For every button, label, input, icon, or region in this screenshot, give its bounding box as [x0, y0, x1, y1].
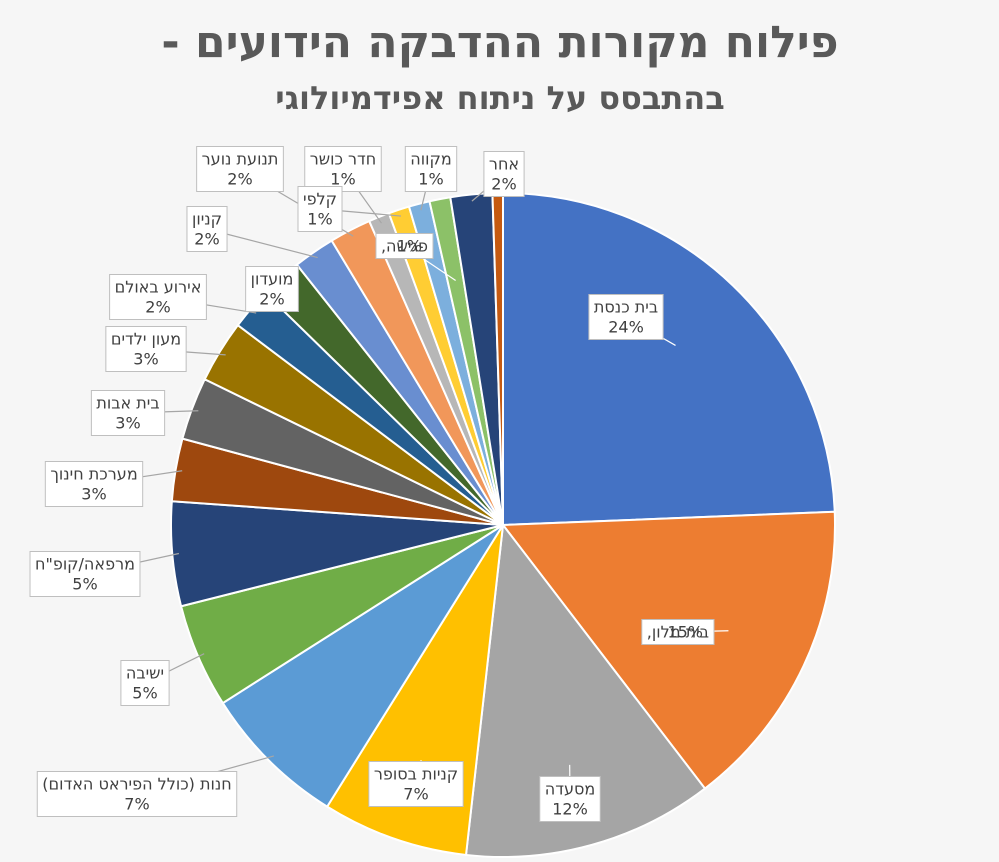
label-box [304, 146, 382, 192]
pie-slice [501, 510, 836, 790]
label-category: בית מלון, [647, 623, 709, 642]
label-value: 15% [667, 623, 703, 642]
label-category: אירוע באולם [115, 278, 202, 297]
label-box [588, 294, 664, 340]
label-value: 2% [145, 298, 170, 317]
label-value: 7% [403, 785, 428, 804]
label-value: 24% [608, 318, 644, 337]
label-category: קלפי [303, 190, 337, 209]
label-value: 2% [259, 290, 284, 309]
data-label: חנות (כולל הפיראט האדום)7% [36, 755, 275, 817]
label-value: 5% [132, 684, 157, 703]
label-box [368, 761, 464, 807]
label-value: 3% [81, 485, 106, 504]
chart-title: פילוח מקורות ההדבקה הידועים - [161, 17, 838, 68]
label-category: אחר [489, 155, 519, 174]
label-box [186, 206, 228, 252]
label-value: 2% [491, 175, 516, 194]
label-value: 3% [133, 350, 158, 369]
data-label: פגישה,1% [375, 233, 456, 282]
label-value: 2% [227, 170, 252, 189]
label-box [641, 619, 715, 645]
label-box [29, 551, 141, 597]
pie-slice [464, 522, 707, 858]
label-category: חנות (כולל הפיראט האדום) [42, 775, 231, 794]
label-category: חדר כושר [310, 150, 377, 169]
label-category: קניון [192, 210, 222, 229]
label-category: פגישה, [381, 237, 428, 256]
label-box [375, 233, 434, 259]
label-category: מרפאה/קופ"ח [35, 555, 135, 574]
label-box [245, 266, 299, 312]
chart-subtitle: בהתבסס על ניתוח אפידמיולוגי [275, 79, 724, 117]
label-category: מקווה [410, 150, 451, 169]
label-value: 7% [124, 795, 149, 814]
label-box [539, 776, 601, 822]
label-value: 2% [194, 230, 219, 249]
label-box [36, 771, 238, 817]
label-value: 1% [330, 170, 355, 189]
label-box [120, 660, 170, 706]
label-category: מועדון [251, 270, 294, 289]
label-box [90, 390, 166, 436]
label-category: מסעדה [545, 780, 595, 799]
label-category: בית כנסת [594, 298, 658, 317]
label-box [105, 326, 187, 372]
data-label: בית מלון,15% [641, 619, 729, 645]
label-box [483, 151, 525, 197]
label-value: 1% [397, 237, 422, 256]
label-value: 3% [115, 414, 140, 433]
data-label: מרפאה/קופ"ח5% [29, 551, 180, 597]
pie-slice [502, 191, 836, 527]
label-box [404, 146, 458, 192]
label-category: מערכת חינוך [50, 465, 137, 484]
label-value: 5% [72, 575, 97, 594]
label-value: 1% [307, 210, 332, 229]
label-category: מעון ילדים [111, 330, 181, 349]
label-category: ישיבה [126, 664, 164, 683]
label-category: בית אבות [96, 394, 159, 413]
label-box [297, 186, 343, 232]
label-value: 1% [418, 170, 443, 189]
label-value: 12% [552, 800, 588, 819]
label-box [109, 274, 207, 320]
pie-slice [221, 524, 504, 808]
label-box [196, 146, 284, 192]
label-category: תנועת נוער [202, 150, 279, 169]
label-box [44, 461, 144, 507]
label-category: קניות בסופר [374, 765, 458, 784]
